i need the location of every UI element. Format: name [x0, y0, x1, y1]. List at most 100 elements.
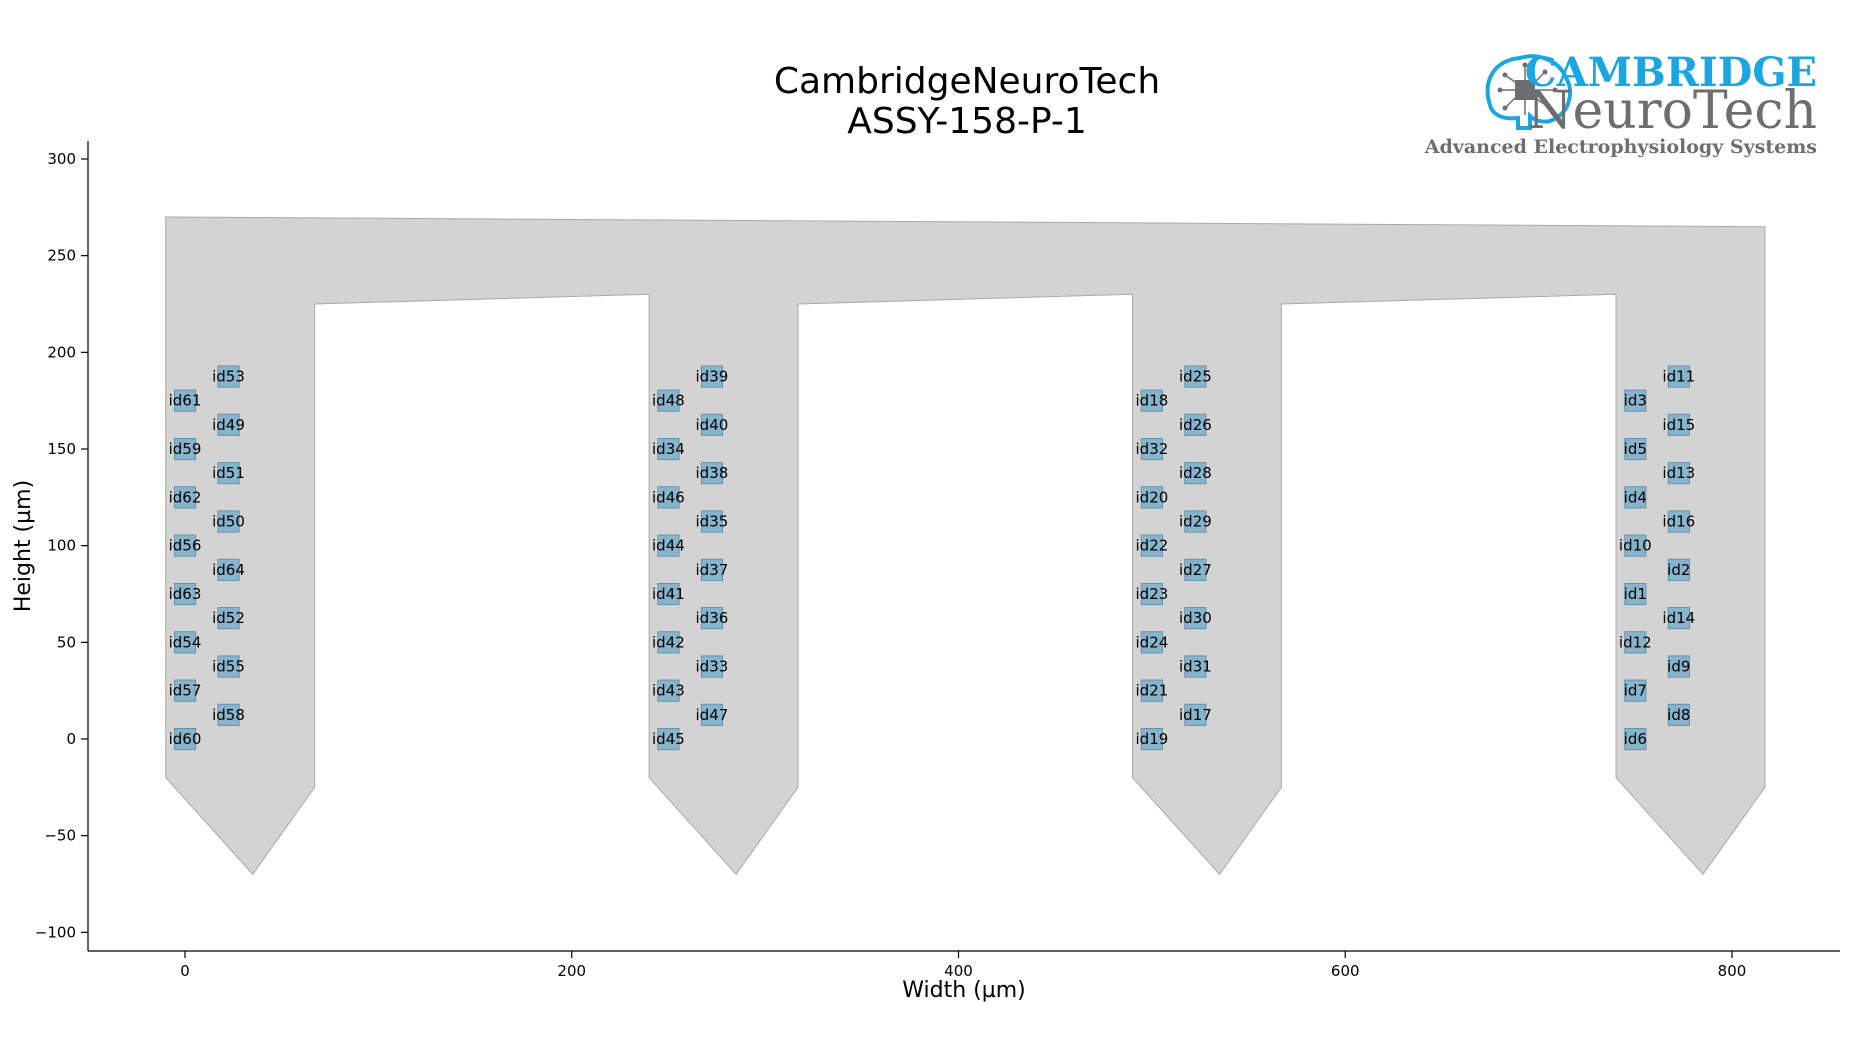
contact-pad: [217, 703, 240, 726]
y-tick-label: 0: [66, 730, 76, 748]
contact-pad: [217, 510, 240, 533]
contact-id8: id8: [1667, 703, 1690, 726]
contact-id27: id27: [1179, 558, 1212, 581]
contact-label: id40: [696, 416, 729, 434]
contact-id41: id41: [652, 583, 685, 606]
contact-id61: id61: [169, 389, 202, 412]
contact-id19: id19: [1136, 728, 1169, 751]
contact-pad: [217, 607, 240, 630]
y-tick-label: −100: [35, 923, 76, 941]
contact-pad: [1667, 655, 1690, 678]
contact-pad: [1624, 534, 1647, 557]
figure-title-line1: CambridgeNeuroTech: [774, 61, 1160, 102]
contact-id36: id36: [696, 607, 729, 630]
contact-id25: id25: [1179, 365, 1212, 388]
contact-pad: [1140, 389, 1163, 412]
contact-label: id50: [212, 513, 245, 531]
contact-label: id61: [169, 392, 202, 410]
probe-outline: [165, 216, 1766, 876]
contact-pad: [1667, 462, 1690, 485]
contact-id29: id29: [1179, 510, 1212, 533]
x-tick-label: 200: [557, 962, 586, 980]
contact-pad: [1140, 728, 1163, 751]
contact-pad: [1140, 534, 1163, 557]
contact-pad: [1667, 510, 1690, 533]
contact-id14: id14: [1662, 607, 1695, 630]
contact-label: id21: [1136, 682, 1169, 700]
contact-label: id52: [212, 609, 245, 627]
contact-pad: [1184, 607, 1207, 630]
contact-pad: [1624, 389, 1647, 412]
contact-label: id51: [212, 464, 245, 482]
contact-pad: [700, 607, 723, 630]
contact-label: id48: [652, 392, 685, 410]
contact-label: id63: [169, 585, 202, 603]
contact-pad: [657, 631, 680, 654]
contact-id63: id63: [169, 583, 202, 606]
contact-label: id22: [1136, 537, 1169, 555]
contact-label: id18: [1136, 392, 1169, 410]
contact-label: id30: [1179, 609, 1212, 627]
contact-pad: [1184, 365, 1207, 388]
contact-pad: [1667, 413, 1690, 436]
y-tick-label: 250: [47, 247, 76, 265]
contact-pad: [1140, 437, 1163, 461]
contact-pad: [173, 437, 197, 461]
contact-pad: [217, 558, 240, 581]
contact-pad: [1624, 679, 1647, 702]
contact-label: id31: [1179, 658, 1212, 676]
contact-id43: id43: [652, 679, 685, 702]
contact-id3: id3: [1624, 389, 1647, 412]
contact-pad: [1184, 510, 1207, 533]
contact-pad: [700, 655, 723, 678]
contact-id60: id60: [169, 728, 201, 751]
x-tick-label: 0: [180, 962, 190, 980]
contact-id5: id5: [1624, 437, 1647, 461]
contact-label: id39: [696, 368, 729, 386]
contact-id35: id35: [696, 510, 728, 533]
contact-id58: id58: [212, 703, 245, 726]
contact-id21: id21: [1136, 679, 1169, 702]
company-logo: CAMBRIDGE NeuroTech Advanced Electrophys…: [1424, 49, 1817, 158]
contact-label: id23: [1136, 585, 1169, 603]
contact-label: id57: [169, 682, 202, 700]
contact-label: id28: [1179, 464, 1212, 482]
contact-pad: [173, 486, 197, 509]
contact-id17: id17: [1179, 703, 1212, 726]
contact-pad: [173, 631, 197, 654]
contact-label: id19: [1136, 730, 1169, 748]
contact-label: id55: [212, 658, 245, 676]
contact-pad: [173, 728, 197, 751]
contact-pad: [700, 462, 723, 485]
contact-id51: id51: [212, 462, 245, 485]
contact-id13: id13: [1662, 462, 1695, 485]
contact-label: id16: [1662, 513, 1695, 531]
contact-id16: id16: [1662, 510, 1695, 533]
contact-pad: [700, 558, 723, 581]
contact-label: id27: [1179, 561, 1212, 579]
contact-pad: [1667, 607, 1690, 630]
contact-id11: id11: [1662, 365, 1695, 388]
contact-pad: [173, 679, 197, 702]
y-tick-label: 100: [47, 537, 76, 555]
contact-id62: id62: [169, 486, 201, 509]
contact-id28: id28: [1179, 462, 1212, 485]
y-tick-label: 300: [47, 150, 76, 168]
contact-id15: id15: [1662, 413, 1695, 436]
contact-label: id43: [652, 682, 685, 700]
contact-pad: [173, 583, 197, 606]
contact-label: id9: [1667, 658, 1690, 676]
contact-id12: id12: [1619, 631, 1652, 654]
contact-label: id3: [1624, 392, 1647, 410]
contact-id32: id32: [1136, 437, 1169, 461]
contact-id7: id7: [1624, 679, 1647, 702]
contact-pad: [700, 510, 723, 533]
contact-pad: [217, 365, 240, 388]
contact-id10: id10: [1619, 534, 1652, 557]
contact-label: id36: [696, 609, 729, 627]
contact-pad: [173, 534, 197, 557]
contact-pad: [657, 486, 680, 509]
contact-label: id32: [1136, 440, 1169, 458]
contact-label: id7: [1624, 682, 1647, 700]
